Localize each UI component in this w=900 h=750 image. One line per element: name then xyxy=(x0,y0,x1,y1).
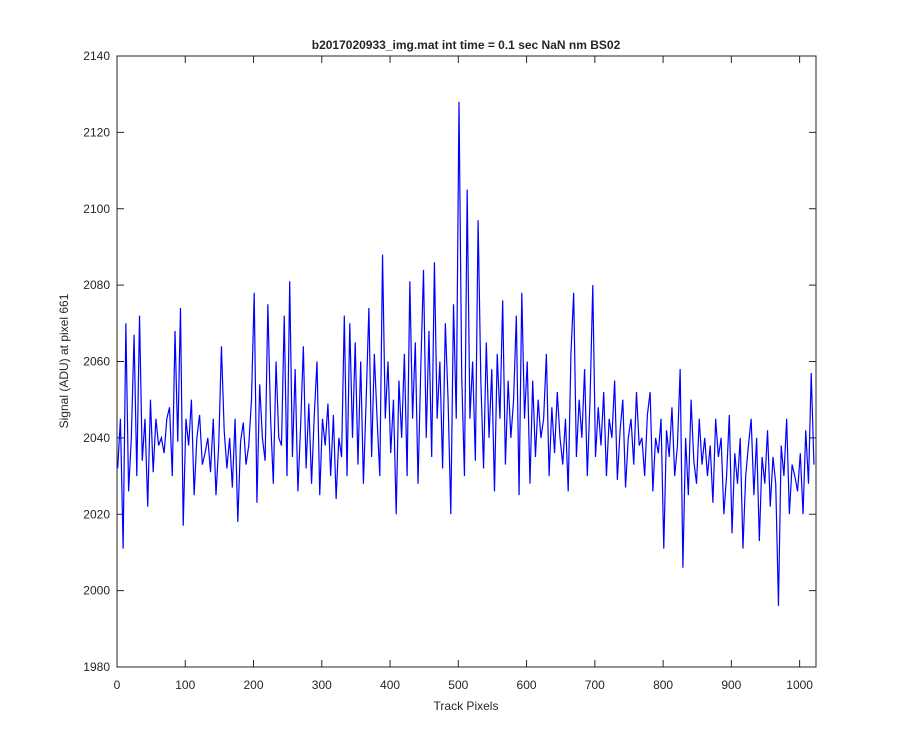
y-tick-label: 2080 xyxy=(83,278,110,292)
y-tick-label: 2020 xyxy=(83,507,110,521)
y-tick-label: 2120 xyxy=(83,125,110,139)
x-tick-label: 1000 xyxy=(786,678,813,692)
y-tick-label: 2040 xyxy=(83,431,110,445)
y-axis-label: Signal (ADU) at pixel 661 xyxy=(57,293,71,428)
x-tick-label: 800 xyxy=(653,678,673,692)
plot-area xyxy=(116,55,817,668)
x-tick-label: 200 xyxy=(244,678,264,692)
y-tick-label: 1980 xyxy=(83,660,110,674)
chart-title: b2017020933_img.mat int time = 0.1 sec N… xyxy=(312,38,621,52)
x-tick-label: 0 xyxy=(114,678,121,692)
data-line xyxy=(117,101,815,606)
x-tick-label: 600 xyxy=(517,678,537,692)
x-tick-label: 500 xyxy=(448,678,468,692)
y-tick-label: 2100 xyxy=(83,202,110,216)
x-tick-label: 300 xyxy=(312,678,332,692)
y-tick-label: 2140 xyxy=(83,49,110,63)
x-tick-label: 100 xyxy=(175,678,195,692)
y-tick-label: 2060 xyxy=(83,355,110,369)
x-tick-label: 400 xyxy=(380,678,400,692)
x-tick-label: 700 xyxy=(585,678,605,692)
y-tick-label: 2000 xyxy=(83,584,110,598)
x-axis-label: Track Pixels xyxy=(434,699,499,713)
x-tick-label: 900 xyxy=(721,678,741,692)
